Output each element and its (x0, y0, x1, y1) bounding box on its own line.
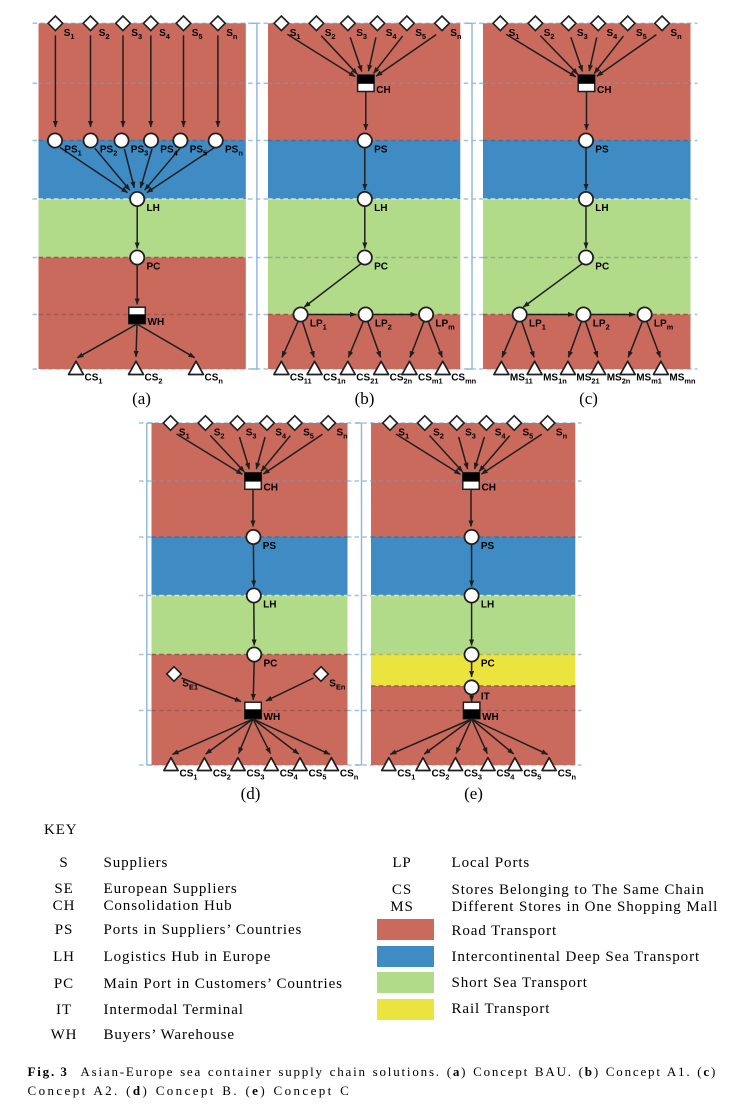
svg-text:CS4: CS4 (496, 769, 515, 782)
svg-text:CS11: CS11 (290, 373, 312, 386)
svg-text:CS2n: CS2n (390, 373, 413, 386)
svg-text:S1: S1 (398, 428, 409, 441)
svg-text:S2: S2 (433, 428, 444, 441)
svg-text:LH: LH (263, 600, 276, 611)
svg-text:S4: S4 (607, 28, 619, 41)
svg-text:CS2: CS2 (213, 769, 231, 782)
svg-text:S1: S1 (179, 428, 190, 441)
svg-text:LH: LH (481, 600, 494, 611)
svg-text:(a): (a) (132, 389, 151, 408)
svg-text:Sn: Sn (226, 28, 238, 41)
svg-text:PS4: PS4 (160, 145, 178, 158)
svg-text:S3: S3 (131, 28, 142, 41)
svg-text:LP1: LP1 (529, 319, 546, 332)
svg-text:PS: PS (481, 541, 495, 552)
svg-text:CSm1: CSm1 (418, 373, 443, 386)
svg-text:MSmn: MSmn (669, 373, 696, 386)
svg-text:PC: PC (147, 262, 161, 273)
svg-text:(c): (c) (579, 389, 598, 408)
svg-text:CSn: CSn (205, 373, 224, 386)
svg-text:PSn: PSn (225, 145, 243, 158)
svg-text:CS1n: CS1n (323, 373, 346, 386)
svg-text:LH: LH (595, 203, 608, 214)
svg-text:S4: S4 (275, 428, 287, 441)
svg-text:Sn: Sn (670, 28, 682, 41)
svg-text:MS1n: MS1n (543, 373, 567, 386)
svg-text:LP2: LP2 (375, 319, 392, 332)
svg-text:CH: CH (482, 483, 496, 494)
svg-text:MS11: MS11 (510, 373, 533, 386)
svg-text:MS21: MS21 (576, 373, 599, 386)
svg-text:PS2: PS2 (100, 145, 117, 158)
svg-text:MSm1: MSm1 (636, 373, 662, 386)
svg-text:CH: CH (264, 483, 278, 494)
svg-text:CH: CH (597, 85, 611, 96)
svg-text:S5: S5 (415, 28, 426, 41)
svg-text:CS3: CS3 (464, 769, 482, 782)
svg-text:S2: S2 (99, 28, 110, 41)
svg-text:CS1: CS1 (180, 769, 198, 782)
svg-text:S2: S2 (214, 428, 225, 441)
svg-text:CH: CH (376, 85, 390, 96)
svg-text:IT: IT (481, 692, 490, 703)
svg-text:PS5: PS5 (190, 145, 207, 158)
svg-text:Sn: Sn (337, 428, 349, 441)
svg-text:CS2: CS2 (145, 373, 163, 386)
svg-text:PS1: PS1 (64, 145, 81, 158)
svg-text:S4: S4 (386, 28, 398, 41)
svg-text:S1: S1 (64, 28, 75, 41)
svg-text:S5: S5 (636, 28, 647, 41)
svg-text:S1: S1 (509, 28, 520, 41)
svg-text:Sn: Sn (556, 428, 568, 441)
svg-text:CS5: CS5 (309, 769, 327, 782)
svg-text:S3: S3 (577, 28, 588, 41)
svg-text:PC: PC (481, 659, 495, 670)
svg-text:PS: PS (374, 145, 388, 156)
svg-text:S4: S4 (159, 28, 171, 41)
svg-text:CSn: CSn (558, 769, 577, 782)
svg-text:(d): (d) (241, 784, 261, 803)
svg-text:S4: S4 (495, 428, 507, 441)
svg-text:PC: PC (264, 659, 278, 670)
svg-text:S3: S3 (465, 428, 476, 441)
svg-text:S5: S5 (303, 428, 314, 441)
svg-text:CS1: CS1 (85, 373, 103, 386)
svg-text:LPm: LPm (435, 319, 455, 332)
svg-text:CS4: CS4 (280, 769, 299, 782)
svg-text:PS: PS (263, 541, 277, 552)
svg-text:PC: PC (374, 262, 388, 273)
svg-text:S1: S1 (290, 28, 301, 41)
svg-text:CS3: CS3 (247, 769, 265, 782)
svg-text:Sn: Sn (450, 28, 462, 41)
svg-text:CS2: CS2 (432, 769, 450, 782)
svg-text:CS21: CS21 (356, 373, 378, 386)
svg-text:WH: WH (264, 712, 281, 723)
svg-text:CS5: CS5 (523, 769, 541, 782)
svg-text:LH: LH (374, 203, 387, 214)
svg-text:SE1: SE1 (182, 679, 198, 692)
svg-text:PS: PS (595, 145, 609, 156)
svg-text:CS1: CS1 (397, 769, 415, 782)
svg-text:LH: LH (147, 203, 160, 214)
svg-text:SEn: SEn (329, 679, 346, 692)
svg-text:PC: PC (595, 262, 609, 273)
svg-text:PS3: PS3 (131, 145, 148, 158)
svg-text:LP2: LP2 (593, 319, 610, 332)
svg-text:S3: S3 (246, 428, 257, 441)
svg-text:CSn: CSn (340, 769, 359, 782)
svg-text:S5: S5 (192, 28, 203, 41)
svg-text:WH: WH (148, 317, 165, 328)
svg-text:(e): (e) (464, 784, 483, 803)
svg-text:S3: S3 (356, 28, 367, 41)
svg-text:S5: S5 (523, 428, 534, 441)
svg-text:LP1: LP1 (310, 319, 327, 332)
svg-text:S2: S2 (544, 28, 555, 41)
svg-text:MS2n: MS2n (607, 373, 631, 386)
svg-text:S2: S2 (325, 28, 336, 41)
svg-text:(b): (b) (355, 389, 375, 408)
svg-text:CSmn: CSmn (451, 373, 476, 386)
svg-text:WH: WH (482, 712, 499, 723)
svg-text:LPm: LPm (654, 319, 674, 332)
